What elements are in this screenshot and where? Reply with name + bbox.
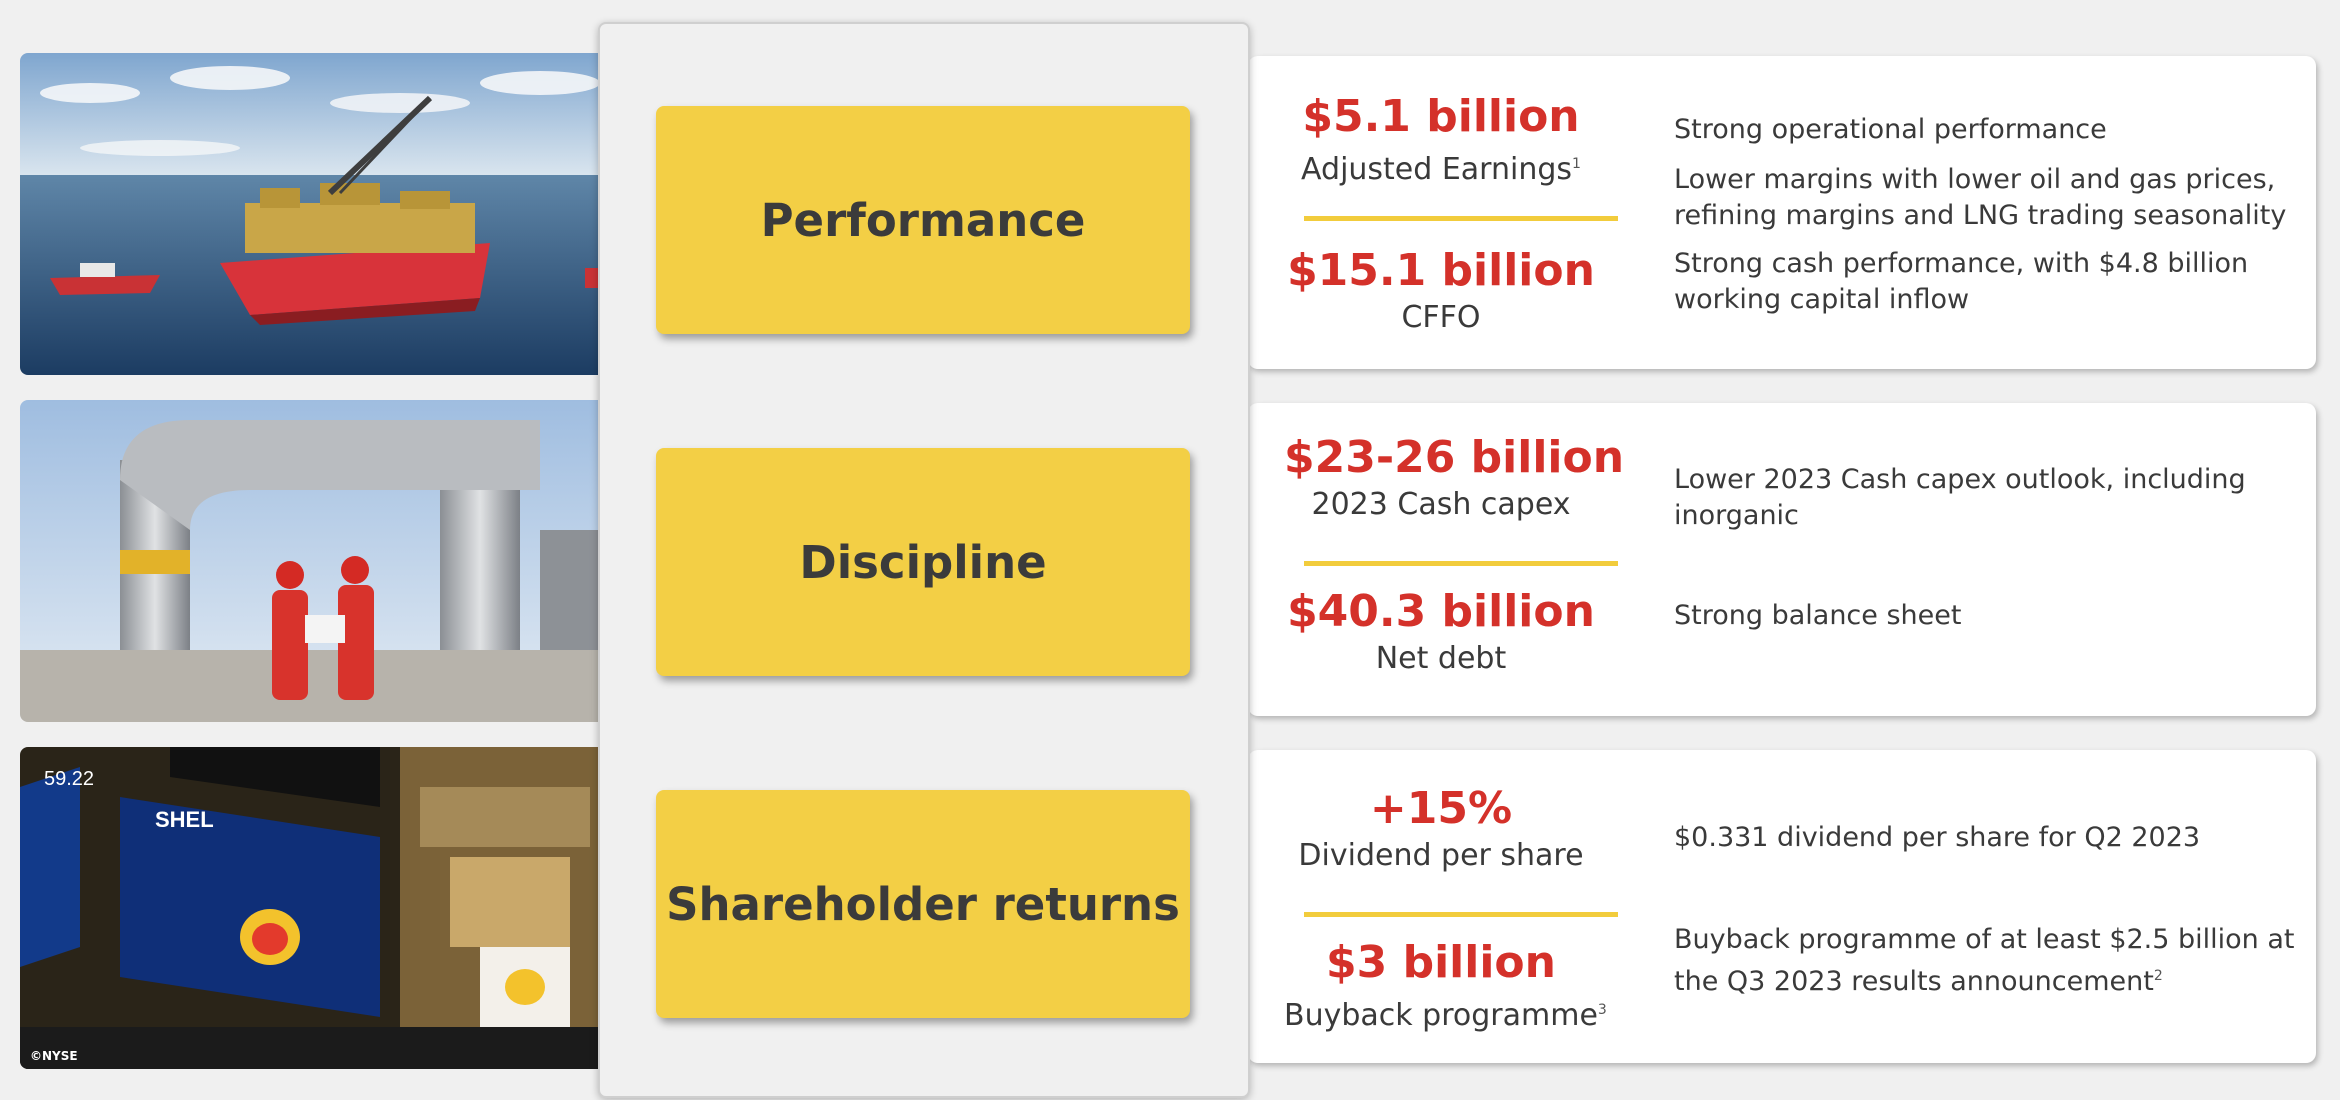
- metric-label: Net debt: [1375, 641, 1507, 676]
- metric-label: Buyback programme3: [1284, 998, 1607, 1033]
- metric-label: CFFO: [1401, 300, 1481, 335]
- metric-adjusted-earnings: $5.1 billion Adjusted Earnings1: [1284, 90, 1598, 190]
- metric-net-debt: $40.3 billion Net debt: [1284, 585, 1598, 679]
- description-text: Strong cash performance, with $4.8 billi…: [1674, 248, 2249, 315]
- pipeline-workers-photo: [20, 400, 610, 722]
- description-text: Strong operational performance: [1674, 114, 2107, 145]
- description-text: Buyback programme of at least $2.5 billi…: [1674, 924, 2295, 997]
- metric-value: $23-26 billion: [1284, 432, 1625, 483]
- description-text: Lower margins with lower oil and gas pri…: [1674, 164, 2287, 231]
- photo-credit: ©NYSE: [30, 1049, 78, 1063]
- description-text: Lower 2023 Cash capex outlook, including…: [1674, 464, 2246, 531]
- footnote-ref: 3: [1597, 1002, 1607, 1018]
- shareholder-returns-card: +15% Dividend per share $3 billion Buyba…: [1248, 750, 2316, 1063]
- footnote-ref: 2: [2153, 968, 2163, 984]
- screen-price-text: 59.22: [44, 768, 94, 790]
- metric-label: Dividend per share: [1298, 838, 1584, 873]
- metric-cffo: $15.1 billion CFFO: [1284, 244, 1598, 338]
- discipline-card: $23-26 billion 2023 Cash capex $40.3 bil…: [1248, 403, 2316, 716]
- description-text: $0.331 dividend per share for Q2 2023: [1674, 822, 2201, 853]
- metric-label: Adjusted Earnings1: [1301, 152, 1581, 187]
- pillar-discipline: Discipline: [656, 448, 1190, 676]
- nyse-trading-floor-photo: 59.22 SHEL ©NYSE: [20, 747, 610, 1069]
- metric-label: 2023 Cash capex: [1311, 487, 1571, 522]
- metric-buyback-programme: $3 billion Buyback programme3: [1284, 936, 1607, 1036]
- performance-card: $5.1 billion Adjusted Earnings1 $15.1 bi…: [1248, 56, 2316, 369]
- screen-ticker-text: SHEL: [155, 807, 214, 832]
- metric-divider: [1304, 561, 1618, 566]
- footnote-ref: 1: [1572, 156, 1581, 172]
- metric-value: $5.1 billion: [1302, 91, 1580, 142]
- metric-dividend-per-share: +15% Dividend per share: [1284, 782, 1598, 876]
- pillar-performance: Performance: [656, 106, 1190, 334]
- metric-value: $15.1 billion: [1287, 245, 1595, 296]
- metric-value: +15%: [1369, 783, 1513, 834]
- metric-value: $3 billion: [1326, 937, 1556, 988]
- description-text: Strong balance sheet: [1674, 600, 1962, 631]
- metric-cash-capex: $23-26 billion 2023 Cash capex: [1284, 431, 1625, 525]
- metric-value: $40.3 billion: [1287, 586, 1595, 637]
- metric-divider: [1304, 216, 1618, 221]
- pillar-shareholder-returns: Shareholder returns: [656, 790, 1190, 1018]
- metric-divider: [1304, 912, 1618, 917]
- offshore-vessel-photo: [20, 53, 610, 375]
